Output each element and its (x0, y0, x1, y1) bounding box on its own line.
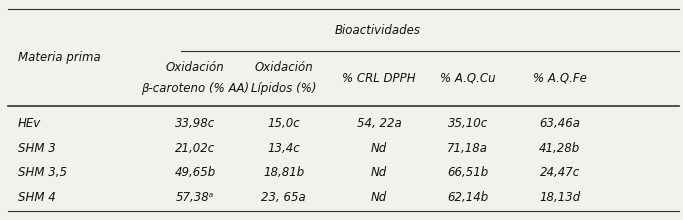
Text: 15,0c: 15,0c (267, 117, 300, 130)
Text: Lípidos (%): Lípidos (%) (251, 82, 316, 95)
Text: 23, 65a: 23, 65a (261, 191, 306, 204)
Text: Nd: Nd (371, 142, 387, 155)
Text: 49,65b: 49,65b (174, 166, 216, 179)
Text: SHM 3,5: SHM 3,5 (18, 166, 67, 179)
Text: 66,51b: 66,51b (447, 166, 488, 179)
Text: 24,47c: 24,47c (540, 166, 580, 179)
Text: Oxidación: Oxidación (165, 61, 224, 74)
Text: 63,46a: 63,46a (539, 117, 580, 130)
Text: 71,18a: 71,18a (447, 142, 488, 155)
Text: SHM 3: SHM 3 (18, 142, 55, 155)
Text: Nd: Nd (371, 166, 387, 179)
Text: 35,10c: 35,10c (447, 117, 488, 130)
Text: 41,28b: 41,28b (539, 142, 581, 155)
Text: % A.Q.Fe: % A.Q.Fe (533, 72, 587, 85)
Text: 57,38ᵃ: 57,38ᵃ (176, 191, 214, 204)
Text: Nd: Nd (371, 191, 387, 204)
Text: 21,02c: 21,02c (175, 142, 215, 155)
Text: 33,98c: 33,98c (175, 117, 215, 130)
Text: 18,13d: 18,13d (539, 191, 581, 204)
Text: β-caroteno (% AA): β-caroteno (% AA) (141, 82, 249, 95)
Text: HEv: HEv (18, 117, 41, 130)
Text: Oxidación: Oxidación (254, 61, 313, 74)
Text: % A.Q.Cu: % A.Q.Cu (440, 72, 495, 85)
Text: 13,4c: 13,4c (267, 142, 300, 155)
Text: % CRL DPPH: % CRL DPPH (342, 72, 416, 85)
Text: Materia prima: Materia prima (18, 51, 100, 64)
Text: 54, 22a: 54, 22a (357, 117, 402, 130)
Text: SHM 4: SHM 4 (18, 191, 55, 204)
Text: 18,81b: 18,81b (263, 166, 304, 179)
Text: 62,14b: 62,14b (447, 191, 488, 204)
Text: Bioactividades: Bioactividades (334, 24, 420, 37)
